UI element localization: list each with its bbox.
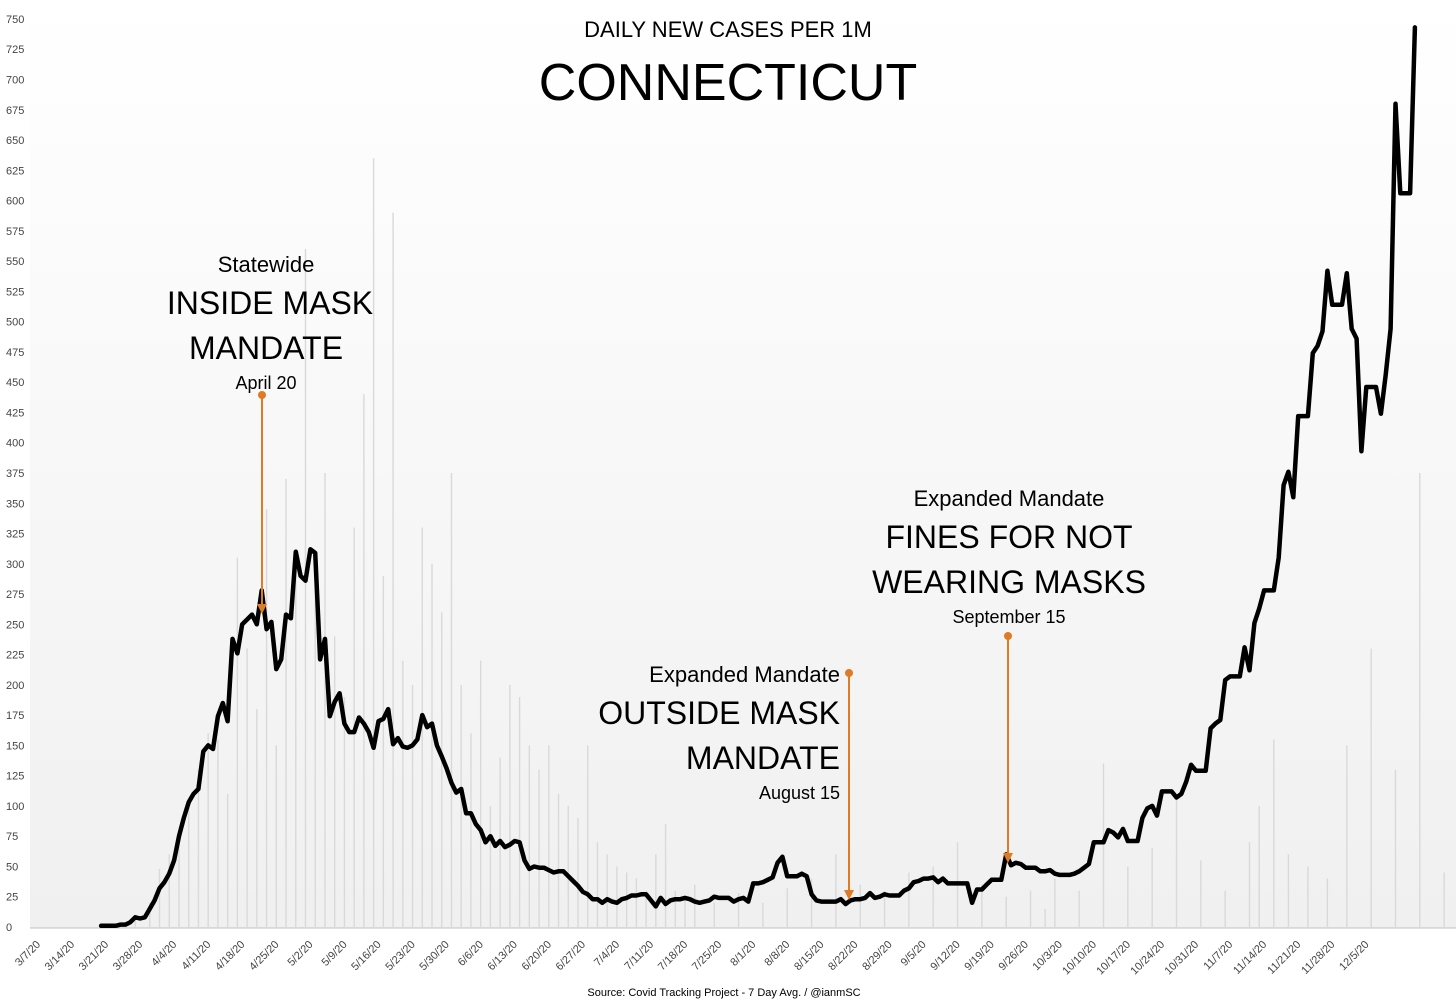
y-tick-label: 675 [6, 105, 24, 117]
annotation-2-pre: Expanded Mandate [649, 662, 840, 687]
annotation-1-arrowhead [257, 604, 267, 614]
x-tick-label: 6/13/20 [486, 939, 520, 973]
annotation-fines: Expanded Mandate FINES FOR NOT WEARING M… [872, 486, 1146, 863]
y-tick-label: 725 [6, 44, 24, 56]
y-tick-label: 650 [6, 135, 24, 147]
annotation-1-date: April 20 [235, 373, 296, 393]
x-tick-label: 8/8/20 [762, 939, 792, 969]
x-tick-label: 9/19/20 [962, 939, 996, 973]
y-tick-label: 25 [6, 892, 18, 904]
y-tick-label: 275 [6, 589, 24, 601]
x-tick-label: 5/16/20 [349, 939, 383, 973]
x-tick-label: 10/31/20 [1162, 939, 1201, 978]
y-tick-label: 700 [6, 75, 24, 87]
annotation-3-pre: Expanded Mandate [914, 486, 1105, 511]
annotation-inside-mask: Statewide INSIDE MASK MANDATE April 20 [167, 252, 373, 614]
x-tick-label: 11/7/20 [1201, 939, 1235, 973]
y-tick-label: 225 [6, 650, 24, 662]
x-tick-label: 10/10/20 [1060, 939, 1099, 978]
x-tick-label: 9/5/20 [899, 939, 929, 969]
x-tick-label: 6/27/20 [554, 939, 588, 973]
y-tick-label: 525 [6, 286, 24, 298]
y-tick-label: 325 [6, 529, 24, 541]
plot-background [30, 0, 1456, 928]
x-tick-label: 3/21/20 [77, 939, 111, 973]
x-tick-label: 4/11/20 [180, 939, 214, 973]
x-tick-label: 8/22/20 [826, 939, 860, 973]
x-tick-label: 6/20/20 [520, 939, 554, 973]
x-tick-label: 11/28/20 [1299, 939, 1337, 977]
annotation-3-line-1: FINES FOR NOT [885, 519, 1132, 555]
y-tick-label: 400 [6, 438, 24, 450]
annotation-1-line-2: MANDATE [189, 330, 343, 366]
x-tick-label: 10/24/20 [1128, 939, 1167, 978]
x-tick-label: 5/23/20 [383, 939, 417, 973]
x-tick-label: 10/17/20 [1094, 939, 1133, 978]
y-tick-label: 150 [6, 740, 24, 752]
annotation-3-arrowhead [1003, 853, 1013, 863]
y-tick-label: 350 [6, 498, 24, 510]
y-tick-label: 200 [6, 680, 24, 692]
x-tick-label: 5/2/20 [285, 939, 315, 969]
annotation-1-pre: Statewide [218, 252, 315, 277]
annotation-3-date: September 15 [952, 607, 1065, 627]
seven-day-avg-line [98, 25, 1418, 929]
y-tick-label: 75 [6, 831, 18, 843]
y-tick-label: 125 [6, 771, 24, 783]
y-tick-label: 375 [6, 468, 24, 480]
y-tick-label: 550 [6, 256, 24, 268]
x-tick-label: 4/25/20 [247, 939, 281, 973]
x-tick-label: 6/6/20 [456, 939, 486, 969]
annotation-2-arrowhead [844, 890, 854, 900]
x-axis-ticks: 3/7/20 3/14/20 3/21/20 3/28/20 4/4/20 4/11/20… [13, 939, 1372, 978]
annotation-3-line-2: WEARING MASKS [872, 564, 1146, 600]
y-axis-ticks: 0 25 50 75 100 125 150 175 200 225 250 275 300 325 350… [6, 14, 24, 934]
y-tick-label: 0 [6, 922, 12, 934]
annotation-2-line-1: OUTSIDE MASK [598, 695, 840, 731]
y-tick-label: 475 [6, 347, 24, 359]
x-tick-label: 7/11/20 [622, 939, 656, 973]
y-tick-label: 600 [6, 196, 24, 208]
source-note: Source: Covid Tracking Project - 7 Day A… [587, 987, 860, 999]
y-tick-label: 175 [6, 710, 24, 722]
x-tick-label: 5/9/20 [320, 939, 350, 969]
annotation-2-date: August 15 [759, 783, 840, 803]
annotation-outside-mask: Expanded Mandate OUTSIDE MASK MANDATE Au… [598, 662, 854, 900]
chart-subtitle: DAILY NEW CASES PER 1M [584, 17, 872, 42]
x-tick-label: 7/25/20 [690, 939, 724, 973]
x-tick-label: 7/4/20 [592, 939, 622, 969]
annotation-1-line-1: INSIDE MASK [167, 285, 373, 321]
y-tick-label: 250 [6, 619, 24, 631]
x-tick-label: 10/3/20 [1031, 939, 1065, 973]
x-tick-label: 11/21/20 [1265, 939, 1303, 977]
x-tick-label: 12/5/20 [1337, 939, 1371, 973]
x-tick-label: 9/12/20 [928, 939, 962, 973]
x-tick-label: 8/1/20 [728, 939, 758, 969]
y-tick-label: 625 [6, 165, 24, 177]
x-tick-label: 7/18/20 [656, 939, 690, 973]
y-tick-label: 425 [6, 407, 24, 419]
x-tick-label: 5/30/20 [417, 939, 451, 973]
chart-title: CONNECTICUT [539, 54, 917, 112]
y-tick-label: 500 [6, 317, 24, 329]
x-tick-label: 4/4/20 [149, 939, 179, 969]
y-tick-label: 750 [6, 14, 24, 26]
x-tick-label: 4/18/20 [213, 939, 247, 973]
x-tick-label: 8/29/20 [860, 939, 894, 973]
y-tick-label: 450 [6, 377, 24, 389]
x-tick-label: 3/28/20 [111, 939, 145, 973]
x-tick-label: 11/14/20 [1231, 939, 1269, 977]
y-tick-label: 575 [6, 226, 24, 238]
x-tick-label: 3/14/20 [43, 939, 77, 973]
avg-line [98, 25, 1418, 929]
y-tick-label: 300 [6, 559, 24, 571]
x-tick-label: 3/7/20 [13, 939, 43, 969]
x-tick-label: 8/15/20 [792, 939, 826, 973]
x-tick-label: 9/26/20 [996, 939, 1030, 973]
annotation-2-line-2: MANDATE [686, 740, 840, 776]
y-tick-label: 50 [6, 861, 18, 873]
y-tick-label: 100 [6, 801, 24, 813]
